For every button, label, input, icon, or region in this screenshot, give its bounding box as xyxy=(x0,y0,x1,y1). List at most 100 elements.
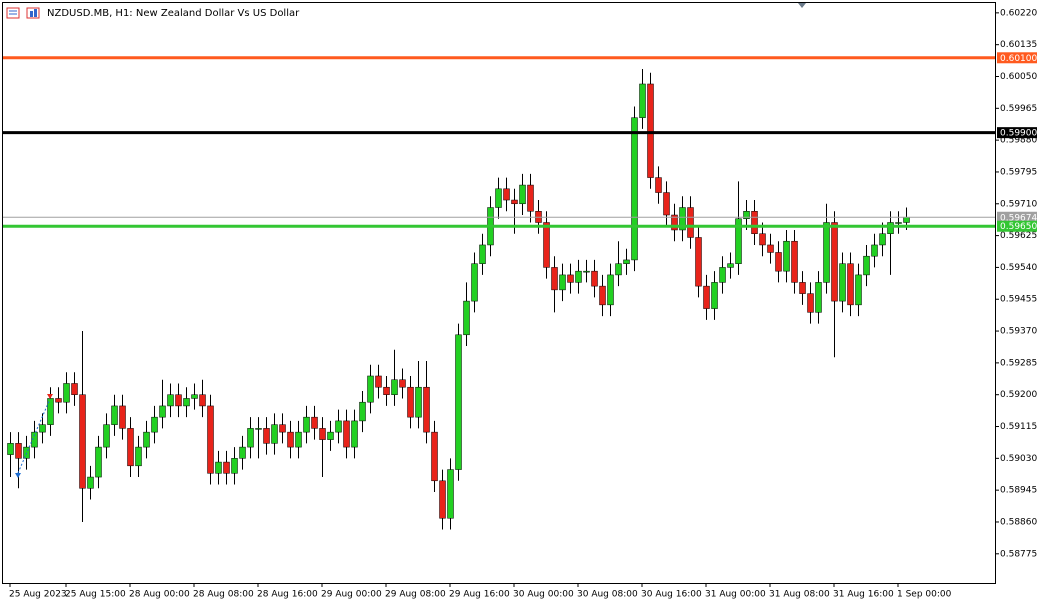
candle-body xyxy=(439,480,446,519)
x-tick-label: 25 Aug 15:00 xyxy=(65,590,126,600)
candle-body xyxy=(815,282,822,313)
candle-body xyxy=(743,211,750,220)
candle-body xyxy=(119,405,126,429)
candle-body xyxy=(263,428,270,444)
candle-body xyxy=(79,394,86,489)
x-tick-label: 31 Aug 00:00 xyxy=(705,590,766,600)
candle-body xyxy=(655,177,662,193)
candle-body xyxy=(175,394,182,407)
candle-body xyxy=(183,398,190,407)
x-tick-label: 29 Aug 00:00 xyxy=(321,590,382,600)
x-tick-label: 28 Aug 16:00 xyxy=(257,590,318,600)
icon xyxy=(6,7,20,19)
candle-body xyxy=(207,405,214,474)
trade-link xyxy=(17,398,51,474)
candle-body xyxy=(319,428,326,440)
candle-body xyxy=(39,424,46,433)
y-tick-label: 0.59455 xyxy=(1000,295,1037,305)
y-tick-label: 0.58860 xyxy=(1000,517,1037,527)
candle-body xyxy=(455,334,462,470)
candle-body xyxy=(391,379,398,395)
candle-body xyxy=(527,184,534,212)
candle-body xyxy=(343,420,350,448)
candle-body xyxy=(167,394,174,407)
candle-body xyxy=(583,270,590,273)
candle-body xyxy=(103,424,110,448)
candle-body xyxy=(255,428,262,430)
x-tick-label: 29 Aug 08:00 xyxy=(385,590,446,600)
x-tick-label: 31 Aug 16:00 xyxy=(833,590,894,600)
candle-body xyxy=(543,222,550,268)
x-tick-label: 1 Sep 00:00 xyxy=(897,590,952,600)
candle-body xyxy=(399,379,406,388)
candle-body xyxy=(855,274,862,306)
candle-body xyxy=(199,394,206,407)
candle-body xyxy=(767,244,774,253)
candle-body xyxy=(887,222,894,234)
candle-body xyxy=(599,285,606,306)
candle-body xyxy=(359,401,366,422)
candle-body xyxy=(831,222,838,302)
candle-body xyxy=(623,259,630,264)
level-label-box xyxy=(997,52,1037,64)
candle-body xyxy=(687,207,694,238)
level-label: 0.60100 xyxy=(1000,54,1037,64)
candle-body xyxy=(415,386,422,418)
candle-body xyxy=(735,218,742,264)
x-tick-label: 28 Aug 00:00 xyxy=(129,590,190,600)
candle-body xyxy=(663,192,670,216)
candle-body xyxy=(447,469,454,519)
candle-body xyxy=(479,244,486,264)
candle-body xyxy=(711,282,718,309)
candle-body xyxy=(127,428,134,467)
candle-body xyxy=(71,383,78,395)
candle-body xyxy=(87,476,94,489)
level-label: 0.59900 xyxy=(1000,129,1037,139)
candle-body xyxy=(895,222,902,224)
plot-frame xyxy=(2,2,996,584)
candle-body xyxy=(295,431,302,448)
y-tick-label: 0.59030 xyxy=(1000,454,1037,464)
candle-body xyxy=(863,255,870,276)
level-label-box xyxy=(997,211,1037,223)
candle-body xyxy=(519,184,526,205)
candle-body xyxy=(679,207,686,231)
candle-body xyxy=(335,420,342,433)
x-tick-label: 28 Aug 08:00 xyxy=(193,590,254,600)
candle-body xyxy=(463,300,470,336)
candle-body xyxy=(111,405,118,425)
candle-body xyxy=(55,398,62,403)
candle-body xyxy=(279,424,286,433)
trade-marker xyxy=(15,473,21,478)
candle-body xyxy=(271,424,278,444)
candle-body xyxy=(407,386,414,418)
candle-body xyxy=(647,83,654,178)
candle-body xyxy=(591,270,598,287)
candle-body xyxy=(607,274,614,306)
y-tick-label: 0.59540 xyxy=(1000,263,1037,273)
y-tick-label: 0.59200 xyxy=(1000,390,1037,400)
candle-body xyxy=(719,267,726,283)
x-tick-label: 29 Aug 16:00 xyxy=(449,590,510,600)
candle-body xyxy=(839,263,846,302)
candle-body xyxy=(215,461,222,474)
candle-body xyxy=(871,244,878,257)
y-tick-label: 0.59710 xyxy=(1000,199,1037,209)
candle-body xyxy=(431,431,438,482)
level-label-box xyxy=(997,127,1037,139)
candle-body xyxy=(903,217,910,223)
candle-body xyxy=(247,428,254,448)
candle-body xyxy=(471,263,478,302)
candle-body xyxy=(351,420,358,448)
candle-body xyxy=(791,240,798,283)
x-tick-label: 30 Aug 08:00 xyxy=(577,590,638,600)
y-tick-label: 0.60050 xyxy=(1000,72,1037,82)
candle-body xyxy=(759,233,766,246)
candle-body xyxy=(775,252,782,272)
candle-body xyxy=(847,263,854,306)
candle-body xyxy=(63,383,70,403)
candle-body xyxy=(375,375,382,388)
y-tick-label: 0.58945 xyxy=(1000,486,1037,496)
chart-title: NZDUSD.MB, H1: New Zealand Dollar Vs US … xyxy=(47,8,300,19)
x-tick-label: 30 Aug 00:00 xyxy=(513,590,574,600)
